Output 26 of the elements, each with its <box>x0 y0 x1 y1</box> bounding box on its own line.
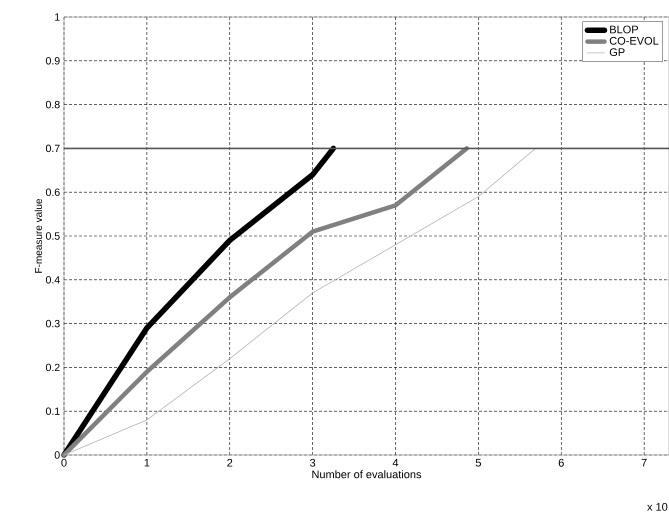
x-tick-label: 2 <box>227 458 232 467</box>
y-tick-label: 0.1 <box>46 407 60 415</box>
x-tick-label: 4 <box>392 458 398 466</box>
x-tick-label: 5 <box>476 458 481 467</box>
y-tick-label: 1 <box>55 13 60 21</box>
text: x 10 <box>647 502 668 511</box>
legend-label: CO-EVOL <box>610 36 658 45</box>
x-tick-label: 0 <box>61 458 67 467</box>
y-axis-title: F-measure value <box>34 198 42 273</box>
line-series <box>64 148 536 456</box>
y-tick-label: 0.2 <box>46 364 60 372</box>
x-tick-label: 1 <box>144 458 150 466</box>
y-tick-label: 0.7 <box>46 144 60 152</box>
x-tick-label: 7 <box>642 458 647 466</box>
x-tick-label: 6 <box>558 458 564 467</box>
y-tick-label: 0.9 <box>46 57 60 65</box>
y-tick-label: 0.3 <box>46 320 60 328</box>
legend-label: GP <box>610 48 625 56</box>
y-tick-label: 0.6 <box>46 188 60 196</box>
y-tick-label: 0.8 <box>46 100 60 108</box>
y-tick-label: 0.4 <box>46 276 60 284</box>
x-axis-title: Number of evaluations <box>312 470 422 478</box>
legend-label: BLOP <box>610 26 638 34</box>
x-tick-label: 3 <box>310 458 316 467</box>
y-tick-label: 0 <box>54 451 60 459</box>
y-tick-label: 0.5 <box>46 232 60 240</box>
